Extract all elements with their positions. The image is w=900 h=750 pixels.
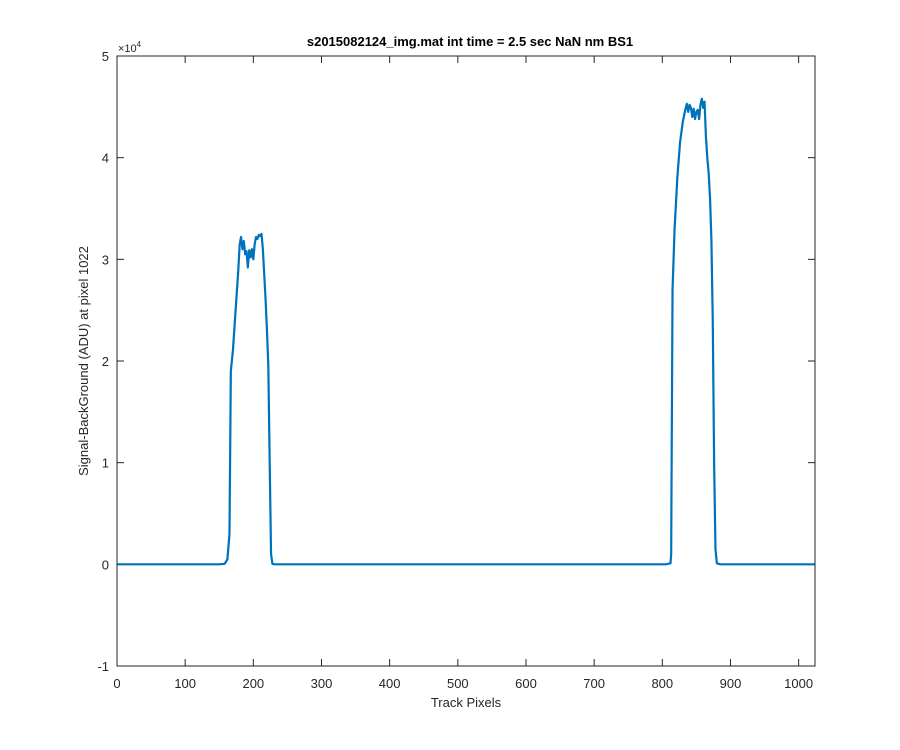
chart-title: s2015082124_img.mat int time = 2.5 sec N… bbox=[307, 34, 633, 49]
y-exponent-base: ×10 bbox=[118, 43, 137, 55]
x-tick-label: 700 bbox=[583, 676, 605, 691]
y-axis-label: Signal-BackGround (ADU) at pixel 1022 bbox=[76, 246, 91, 476]
y-tick-label: 2 bbox=[102, 354, 109, 369]
series-layer bbox=[117, 97, 815, 566]
x-tick-label: 500 bbox=[447, 676, 469, 691]
y-tick-label: 5 bbox=[102, 49, 109, 64]
y-tick-label: -1 bbox=[97, 659, 109, 674]
y-exponent-label: ×104 bbox=[118, 40, 142, 55]
y-tick-label: 3 bbox=[102, 252, 109, 267]
x-tick-label: 600 bbox=[515, 676, 537, 691]
y-tick-label: 4 bbox=[102, 151, 109, 166]
x-tick-label: 200 bbox=[242, 676, 264, 691]
y-exponent-power: 4 bbox=[137, 40, 142, 49]
x-tick-label: 100 bbox=[174, 676, 196, 691]
x-tick-label: 0 bbox=[113, 676, 120, 691]
plot-area bbox=[117, 56, 815, 666]
series-line bbox=[117, 97, 815, 566]
x-axis-ticks: 0 100 200 300 400 500 600 700 800 900 1000 bbox=[113, 56, 813, 691]
y-tick-label: 1 bbox=[102, 456, 109, 471]
x-tick-label: 400 bbox=[379, 676, 401, 691]
x-tick-label: 300 bbox=[311, 676, 333, 691]
x-axis-label: Track Pixels bbox=[431, 695, 502, 710]
x-tick-label: 900 bbox=[720, 676, 742, 691]
plot-frame bbox=[116, 55, 816, 667]
x-tick-label: 1000 bbox=[784, 676, 813, 691]
x-tick-label: 800 bbox=[651, 676, 673, 691]
y-tick-label: 0 bbox=[102, 557, 109, 572]
